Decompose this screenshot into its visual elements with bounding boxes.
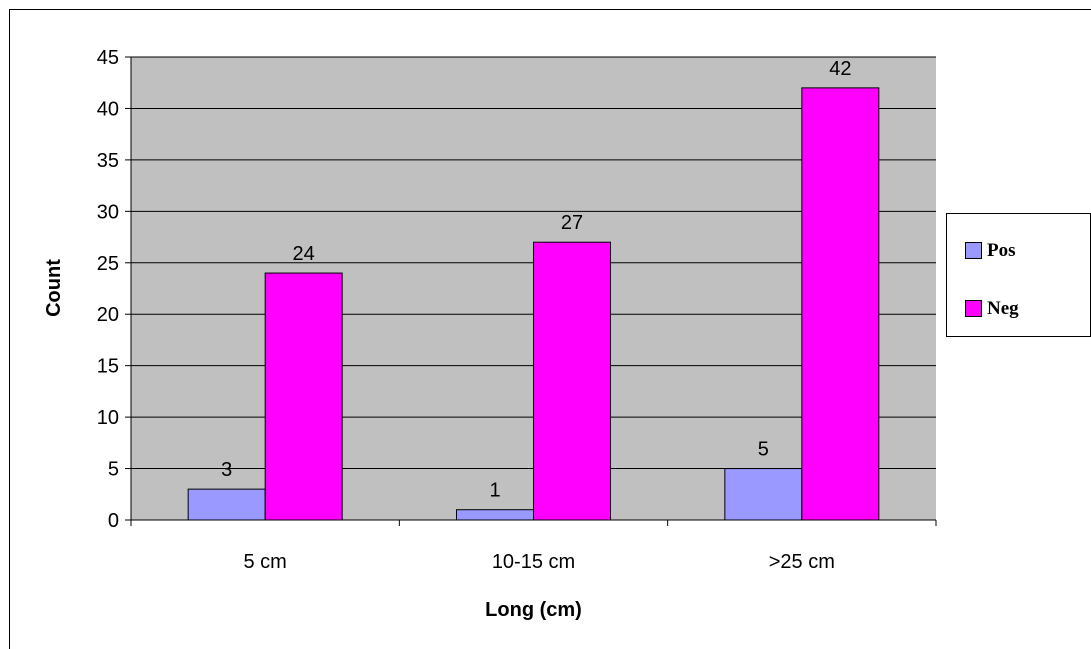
y-tick-label: 30 (97, 201, 119, 223)
data-label-pos: 5 (758, 439, 769, 461)
y-tick-label: 0 (108, 510, 119, 532)
y-tick-label: 15 (97, 356, 119, 378)
legend-label-neg: Neg (987, 298, 1019, 319)
x-tick-labels: 5 cm 10-15 cm >25 cm (243, 551, 834, 573)
data-label-neg: 42 (829, 58, 851, 80)
data-label-pos: 1 (489, 480, 500, 502)
bar-neg (264, 272, 343, 521)
data-labels: 3 24 1 27 5 42 (221, 58, 851, 502)
y-tick-label: 40 (97, 98, 119, 120)
x-tick-label: 10-15 cm (492, 551, 575, 573)
legend-label-pos: Pos (987, 240, 1016, 261)
legend-swatch-neg (965, 300, 982, 317)
y-tick-labels: 0 5 10 15 20 25 30 35 40 45 (97, 47, 119, 532)
bar-neg (801, 87, 880, 521)
bar-pos (187, 488, 266, 521)
x-tick-label: 5 cm (243, 551, 286, 573)
legend: Pos Neg (946, 213, 1091, 337)
bar-neg (533, 241, 611, 521)
bar-pos (456, 509, 534, 521)
y-tick-label: 45 (97, 47, 119, 69)
data-label-pos: 3 (221, 459, 232, 481)
bar-pos (724, 468, 803, 521)
x-axis-title: Long (cm) (485, 599, 582, 621)
data-label-neg: 27 (561, 212, 583, 234)
y-tick-label: 10 (97, 407, 119, 429)
y-axis-title: Count (43, 259, 65, 317)
x-tick-label: >25 cm (769, 551, 835, 573)
data-label-neg: 24 (293, 243, 315, 265)
y-tick-label: 25 (97, 253, 119, 275)
y-tick-label: 20 (97, 304, 119, 326)
axes (125, 56, 937, 526)
y-tick-label: 35 (97, 150, 119, 172)
y-tick-label: 5 (108, 459, 119, 481)
legend-swatch-pos (965, 242, 982, 259)
